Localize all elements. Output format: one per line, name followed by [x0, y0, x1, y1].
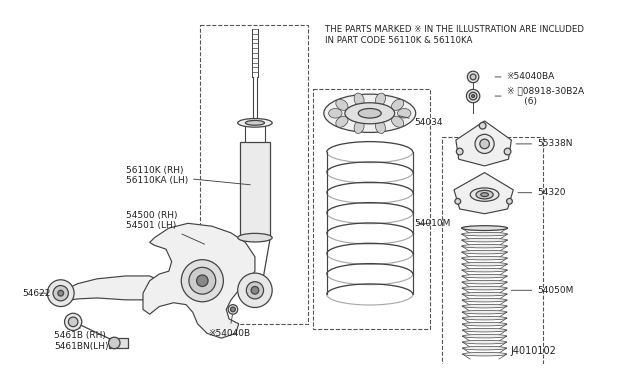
Ellipse shape [358, 109, 381, 118]
Circle shape [456, 148, 463, 155]
Ellipse shape [462, 280, 507, 284]
Ellipse shape [354, 93, 364, 106]
Ellipse shape [462, 334, 507, 338]
Circle shape [472, 94, 474, 97]
Circle shape [68, 317, 78, 327]
Circle shape [467, 71, 479, 83]
Ellipse shape [476, 190, 493, 199]
Bar [200, 25, 308, 324]
Ellipse shape [470, 188, 499, 201]
Ellipse shape [461, 244, 508, 248]
Polygon shape [456, 121, 511, 166]
Ellipse shape [463, 340, 507, 344]
Text: 54320: 54320 [518, 188, 566, 197]
Text: 54010M: 54010M [415, 219, 451, 228]
Ellipse shape [245, 121, 264, 125]
Circle shape [53, 285, 68, 301]
Polygon shape [143, 223, 255, 338]
Ellipse shape [336, 99, 348, 110]
Ellipse shape [336, 116, 348, 127]
Circle shape [181, 260, 223, 302]
Bar [109, 338, 128, 348]
Ellipse shape [392, 116, 404, 127]
Ellipse shape [462, 322, 507, 326]
Ellipse shape [397, 109, 411, 118]
Ellipse shape [462, 304, 507, 308]
Bar [442, 137, 543, 372]
Ellipse shape [462, 274, 508, 278]
Ellipse shape [324, 94, 416, 132]
Ellipse shape [462, 310, 507, 314]
Text: IN PART CODE 56110K & 56110KA: IN PART CODE 56110K & 56110KA [324, 36, 472, 45]
Circle shape [475, 134, 494, 154]
Circle shape [504, 148, 511, 155]
Circle shape [467, 89, 480, 103]
Ellipse shape [461, 232, 508, 236]
Ellipse shape [462, 250, 508, 254]
Text: J4010102: J4010102 [511, 346, 556, 356]
Text: 55338N: 55338N [516, 140, 573, 148]
Text: ※ ⓝ08918-30B2A
      (6): ※ ⓝ08918-30B2A (6) [495, 86, 584, 106]
Ellipse shape [462, 298, 507, 302]
Ellipse shape [462, 328, 507, 332]
Circle shape [246, 282, 264, 299]
Text: 54034: 54034 [399, 116, 444, 127]
Text: THE PARTS MARKED ※ IN THE ILLUSTRATION ARE INCLUDED: THE PARTS MARKED ※ IN THE ILLUSTRATION A… [324, 25, 584, 33]
Ellipse shape [376, 121, 385, 134]
Ellipse shape [463, 346, 507, 350]
Ellipse shape [462, 292, 507, 296]
Circle shape [455, 198, 461, 204]
Circle shape [196, 275, 208, 286]
Ellipse shape [237, 119, 272, 127]
Circle shape [109, 337, 120, 349]
Circle shape [469, 92, 477, 100]
Ellipse shape [237, 233, 272, 242]
Circle shape [251, 286, 259, 294]
Ellipse shape [461, 238, 508, 242]
Ellipse shape [463, 352, 507, 356]
Text: ※54040BA: ※54040BA [495, 73, 555, 81]
Ellipse shape [462, 256, 508, 260]
Ellipse shape [462, 262, 508, 266]
Ellipse shape [462, 316, 507, 320]
Ellipse shape [328, 109, 342, 118]
Ellipse shape [354, 121, 364, 134]
Text: ※54040B: ※54040B [208, 315, 250, 338]
Circle shape [507, 198, 513, 204]
Ellipse shape [392, 99, 404, 110]
Polygon shape [454, 173, 513, 214]
Text: 5461B (RH)
5461BN(LH): 5461B (RH) 5461BN(LH) [54, 328, 109, 351]
Ellipse shape [461, 226, 508, 230]
Bar [314, 89, 430, 328]
Circle shape [228, 305, 237, 314]
Ellipse shape [376, 93, 385, 106]
Circle shape [65, 313, 82, 330]
Text: 54050M: 54050M [511, 286, 573, 295]
Text: 54622: 54622 [22, 289, 51, 298]
Circle shape [237, 273, 272, 308]
Ellipse shape [345, 103, 395, 124]
Circle shape [479, 122, 486, 129]
Ellipse shape [481, 193, 488, 196]
Circle shape [470, 74, 476, 80]
Ellipse shape [462, 268, 508, 272]
Circle shape [58, 290, 63, 296]
Text: 56110K (RH)
56110KA (LH): 56110K (RH) 56110KA (LH) [126, 166, 250, 185]
Ellipse shape [461, 226, 508, 231]
Circle shape [47, 280, 74, 307]
Text: 54500 (RH)
54501 (LH): 54500 (RH) 54501 (LH) [126, 211, 205, 244]
Bar [239, 142, 270, 238]
Circle shape [189, 267, 216, 294]
Polygon shape [63, 276, 159, 301]
Circle shape [230, 307, 236, 312]
Ellipse shape [462, 286, 507, 290]
Circle shape [480, 139, 490, 149]
